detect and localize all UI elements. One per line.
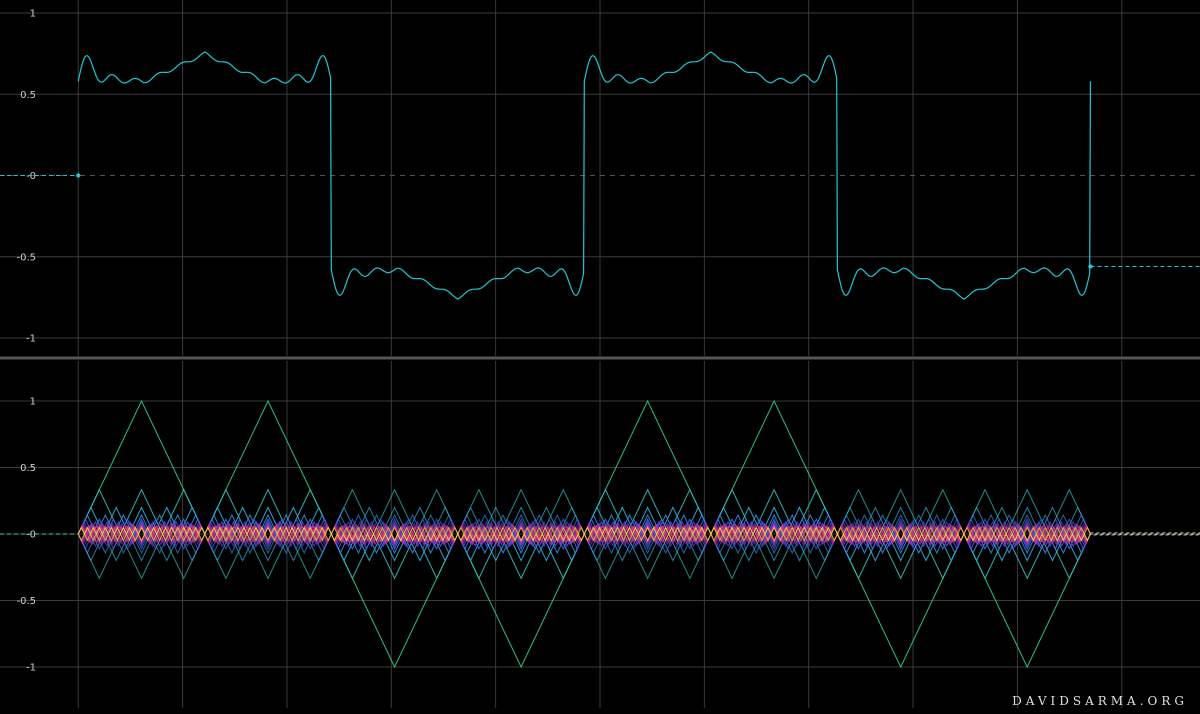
harmonic-21-mirror	[77, 526, 1091, 542]
y-tick-label: 1	[30, 9, 36, 20]
y-tick-label: -0	[26, 530, 36, 541]
y-tick-label: -1	[26, 663, 36, 674]
bottom-panel: 1 0.5 -0 -0.5 -1	[0, 361, 1200, 708]
y-tick-label: -0	[26, 171, 36, 182]
y-tick-label: 1	[30, 397, 36, 408]
y-tick-label: 0.5	[20, 90, 36, 101]
y-tick-label: -0.5	[16, 252, 36, 263]
y-tick-label: -1	[26, 334, 36, 345]
start-point	[76, 173, 81, 178]
y-tick-label: -0.5	[16, 596, 36, 607]
watermark: DAVIDSARMA.ORG	[1012, 694, 1188, 708]
top-panel: 1 0.5 -0 -0.5 -1	[0, 0, 1200, 356]
y-tick-label: 0.5	[20, 463, 36, 474]
series-line	[77, 51, 1091, 300]
